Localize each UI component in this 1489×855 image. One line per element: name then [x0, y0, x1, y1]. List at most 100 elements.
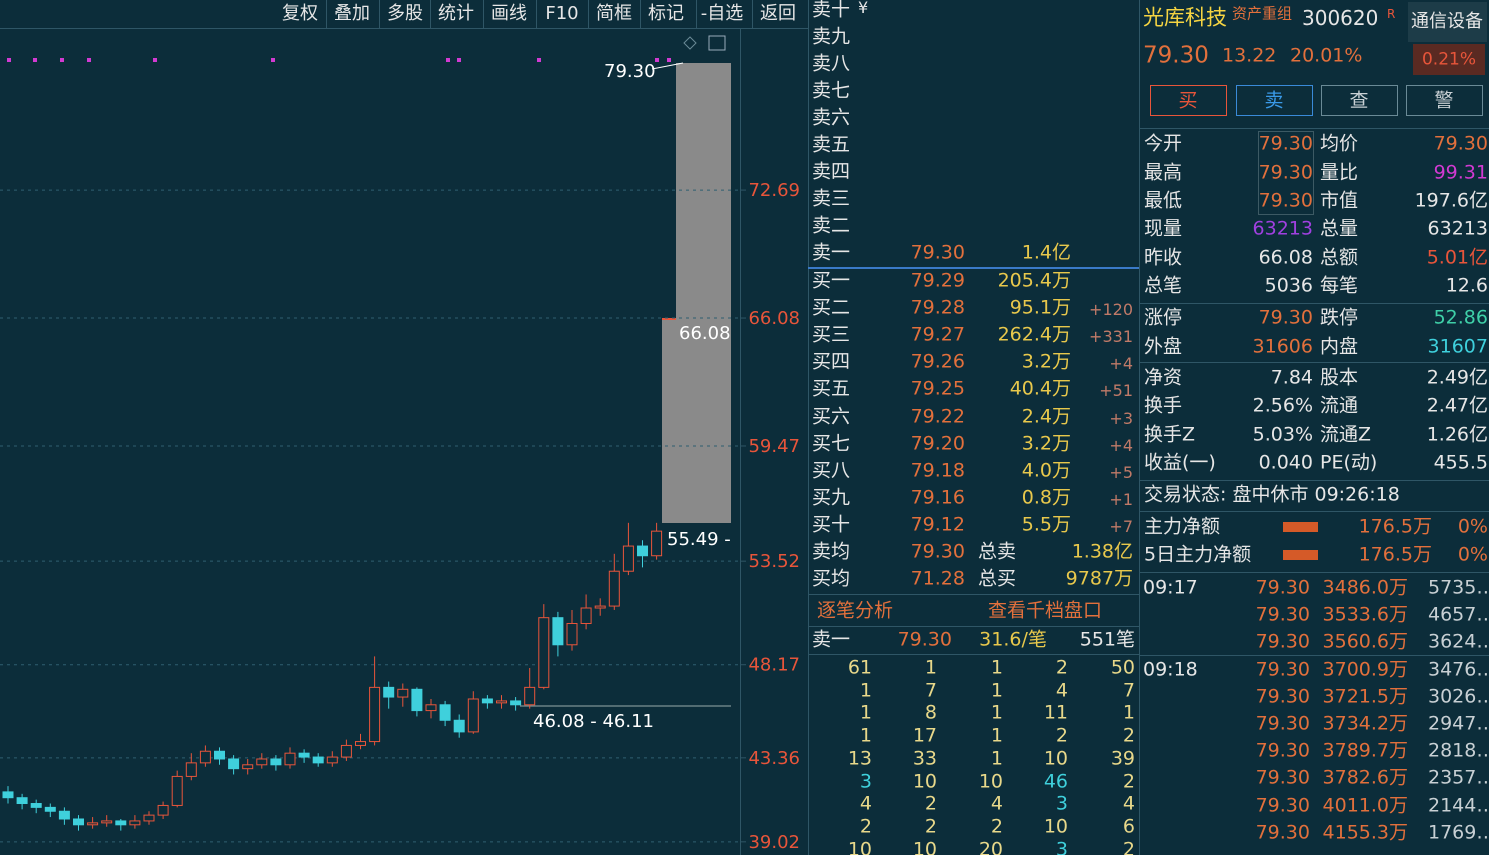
text: 卖一 — [812, 628, 851, 651]
bid-change: +4 — [1109, 354, 1133, 374]
field-label: 市值 — [1320, 189, 1359, 212]
tick-volume: 3026… — [1428, 685, 1489, 708]
toolbar-button[interactable]: 多股 — [387, 3, 423, 24]
toolbar-button[interactable]: 复权 — [282, 3, 318, 24]
bid-price: 79.18 — [910, 459, 965, 482]
toolbar-button[interactable]: -自选 — [700, 3, 744, 24]
field-label: 涨停 — [1144, 306, 1183, 329]
field-label: 换手Z — [1144, 423, 1196, 446]
field-value: 31607 — [1427, 335, 1488, 358]
candle-body — [30, 803, 42, 808]
toolbar-button[interactable]: 画线 — [491, 3, 527, 24]
y-tick-label: 66.08 — [748, 308, 800, 329]
candle-body — [622, 545, 634, 572]
bid-price: 79.16 — [910, 486, 965, 509]
toolbar-sep — [536, 0, 537, 28]
candle-body — [73, 818, 84, 826]
bid-label: 买四 — [812, 350, 851, 373]
toolbar-button[interactable]: F10 — [545, 3, 579, 24]
ask-label: 卖八 — [812, 52, 851, 75]
candle-body — [510, 700, 522, 706]
candle-body — [467, 698, 479, 733]
icon-diamond[interactable] — [683, 36, 697, 50]
action-button[interactable] — [1150, 85, 1227, 116]
bid-label: 买三 — [812, 323, 851, 346]
text: 主力净额 — [1144, 515, 1221, 538]
industry-pct: 0.21% — [1421, 49, 1477, 70]
bid-volume: 262.4万 — [997, 323, 1071, 346]
candle-body — [397, 688, 409, 698]
toolbar-sep — [430, 0, 431, 28]
field-value: 2.49亿 — [1426, 366, 1488, 389]
candle-body — [496, 700, 507, 704]
text: 79.30 — [897, 628, 952, 651]
field-value: 197.6亿 — [1414, 189, 1488, 212]
field-value: 79.30 — [1258, 132, 1313, 155]
field-label: 收益(一) — [1144, 451, 1216, 474]
candle-body — [326, 756, 338, 764]
field-label: 总量 — [1320, 217, 1359, 240]
toolbar-button[interactable]: 简框 — [596, 3, 632, 24]
action-label[interactable]: 警 — [1434, 89, 1454, 112]
text: 买均 — [812, 567, 851, 590]
stock-code: 300620 — [1302, 6, 1379, 30]
action-button[interactable] — [1236, 85, 1313, 116]
trade-count: 2 — [859, 815, 872, 838]
action-button[interactable] — [1321, 85, 1398, 116]
field-label: 流通 — [1320, 394, 1359, 417]
flow-bar — [1283, 550, 1318, 560]
trade-count: 33 — [912, 747, 937, 770]
action-label[interactable]: 查 — [1349, 89, 1369, 112]
trade-count: 39 — [1110, 747, 1135, 770]
tab[interactable]: 逐笔分析 — [817, 599, 894, 622]
trade-count: 2 — [1122, 838, 1135, 855]
industry[interactable]: 通信设备 — [1411, 11, 1483, 32]
tick-price: 79.30 — [1255, 712, 1310, 735]
tick-volume: 4657… — [1428, 603, 1489, 626]
text: 1.38亿 — [1071, 540, 1133, 563]
text: 0% — [1457, 543, 1488, 566]
signal-dots — [7, 58, 671, 62]
bid-change: +51 — [1099, 381, 1133, 401]
toolbar-button[interactable]: 标记 — [648, 3, 684, 24]
value-frame — [1258, 131, 1314, 215]
bid-volume: 4.0万 — [1021, 459, 1071, 482]
tick-volume: 2947… — [1428, 712, 1489, 735]
action-label[interactable]: 卖 — [1264, 89, 1284, 112]
candle-body — [425, 704, 437, 712]
toolbar-button[interactable]: 返回 — [760, 3, 796, 24]
candle-body — [312, 756, 324, 764]
toolbar-button[interactable]: 叠加 — [334, 3, 370, 24]
tick-price: 79.30 — [1255, 630, 1310, 653]
toolbar-sep — [640, 0, 641, 28]
bid-price: 79.27 — [910, 323, 965, 346]
tick-price: 79.30 — [1255, 821, 1310, 844]
trade-count: 2 — [1122, 770, 1135, 792]
action-label[interactable]: 买 — [1178, 89, 1198, 112]
bid-volume: 3.2万 — [1021, 432, 1071, 455]
toolbar-sep — [483, 0, 484, 28]
toolbar-button[interactable]: 统计 — [438, 3, 474, 24]
tab[interactable]: 查看千档盘口 — [988, 599, 1103, 622]
bid-change: +5 — [1109, 462, 1133, 482]
bid-label: 买一 — [812, 269, 851, 292]
field-value: 79.30 — [1433, 132, 1488, 155]
action-button[interactable] — [1406, 85, 1483, 116]
bid-volume: 95.1万 — [1009, 296, 1071, 319]
candle-body — [242, 764, 254, 770]
y-tick-label: 53.52 — [748, 551, 800, 572]
trade-count: 2 — [1122, 724, 1135, 747]
trade-count: 4 — [1055, 679, 1068, 702]
tick-price: 79.30 — [1255, 576, 1310, 599]
divider — [808, 594, 1139, 595]
icon-panel[interactable] — [708, 35, 726, 51]
y-tick-label: 59.47 — [748, 436, 800, 457]
industry-box[interactable] — [1408, 2, 1487, 42]
bid-label: 买七 — [812, 432, 851, 455]
tick-volume: 2357… — [1428, 766, 1489, 789]
divider — [1140, 128, 1489, 129]
trade-count: 17 — [912, 724, 937, 747]
candle-body — [284, 752, 296, 766]
trade-count: 7 — [924, 679, 937, 702]
